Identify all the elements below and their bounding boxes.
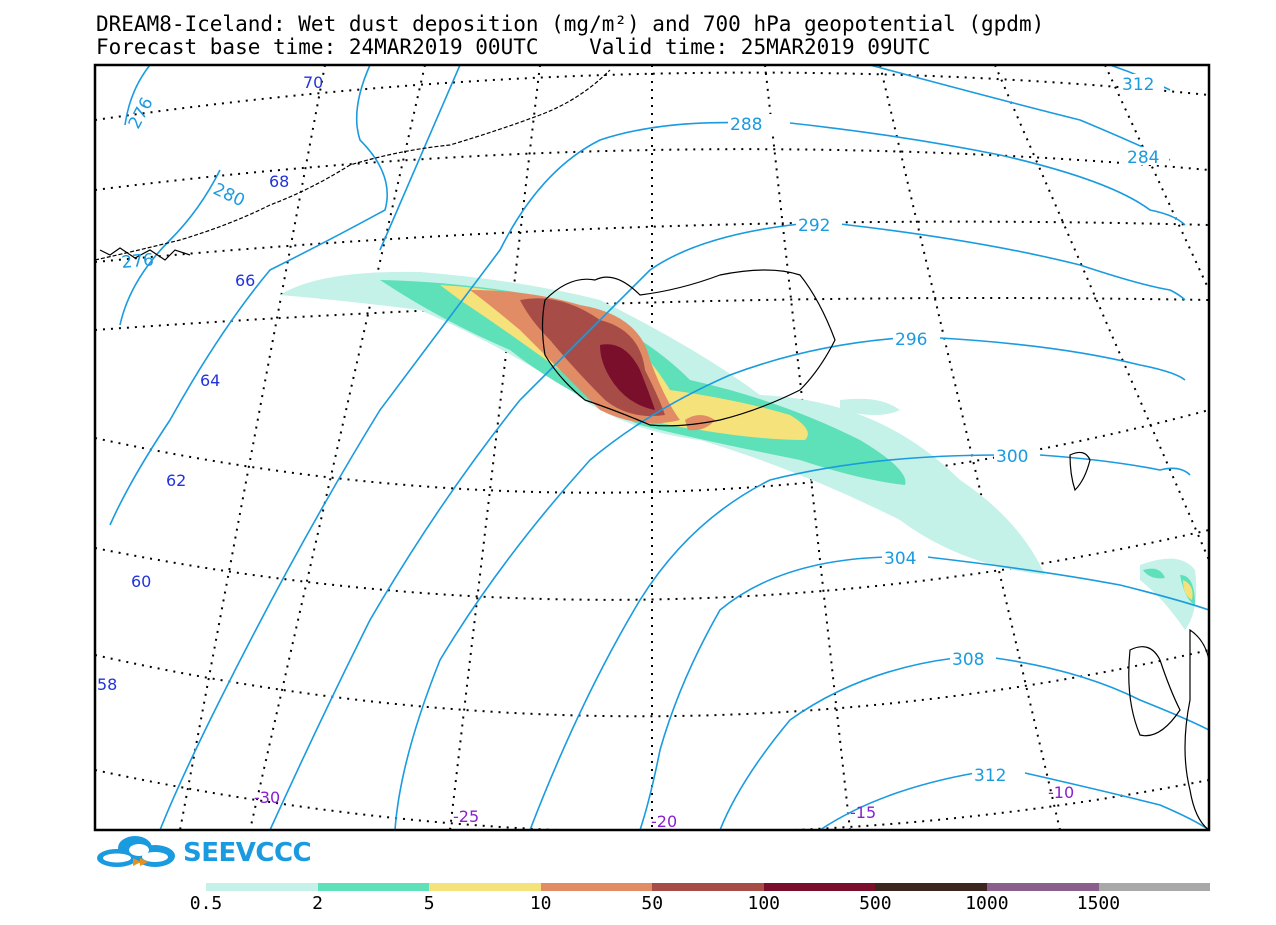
contour-label: 284 bbox=[1127, 148, 1159, 168]
contour-label: 312 bbox=[974, 766, 1006, 786]
longitude-labels: -30 -25 -20 -15 -10 bbox=[254, 783, 1074, 831]
geopotential-contours bbox=[109, 65, 1209, 830]
longitude-label: -25 bbox=[453, 807, 479, 826]
latitude-label: 58 bbox=[97, 675, 117, 694]
latitude-labels: 70 68 66 64 62 60 58 bbox=[97, 73, 323, 694]
contour-label: 308 bbox=[952, 650, 984, 670]
longitude-label: -30 bbox=[254, 788, 280, 807]
legend-swatch bbox=[206, 883, 318, 891]
legend-label: 0.5 bbox=[189, 893, 223, 914]
contour-label: 300 bbox=[996, 447, 1028, 467]
latitude-label: 60 bbox=[131, 572, 151, 591]
legend-label: 1000 bbox=[965, 893, 1009, 914]
legend-swatch bbox=[429, 883, 541, 891]
latitude-label: 62 bbox=[166, 471, 186, 490]
contour-label: 288 bbox=[730, 115, 762, 135]
legend-label: 500 bbox=[859, 893, 892, 914]
legend-label: 5 bbox=[423, 893, 435, 914]
legend-swatch bbox=[763, 883, 876, 891]
seevccc-logo bbox=[97, 836, 175, 867]
contour-label: 276 bbox=[121, 250, 155, 273]
latitude-lines bbox=[95, 71, 1209, 830]
legend-swatch bbox=[875, 883, 987, 891]
dust-deposition-field bbox=[280, 271, 1197, 630]
map-frame bbox=[93, 63, 1211, 832]
cloud-icon bbox=[97, 836, 175, 867]
legend-swatch bbox=[1098, 883, 1211, 891]
latitude-label: 70 bbox=[303, 73, 323, 92]
contour-label: 304 bbox=[884, 549, 916, 569]
legend-label: 100 bbox=[747, 893, 781, 914]
contour-label: 312 bbox=[1122, 75, 1154, 95]
longitude-label: -10 bbox=[1048, 783, 1074, 802]
longitude-label: -15 bbox=[850, 803, 876, 822]
legend-colorbar bbox=[206, 883, 1211, 891]
latitude-label: 64 bbox=[200, 371, 220, 390]
legend-swatch bbox=[986, 883, 1099, 891]
map-title: DREAM8-Iceland: Wet dust deposition (mg/… bbox=[96, 12, 1045, 36]
legend-label: 50 bbox=[641, 893, 664, 914]
legend-swatch bbox=[540, 883, 653, 891]
legend-label: 1500 bbox=[1076, 893, 1121, 914]
latitude-label: 68 bbox=[269, 172, 289, 191]
contour-label: 292 bbox=[798, 216, 830, 236]
logo-text: SEEVCCC bbox=[183, 838, 312, 868]
longitude-label: -20 bbox=[651, 812, 677, 831]
legend-label: 10 bbox=[529, 893, 552, 914]
legend-label: 2 bbox=[312, 893, 323, 914]
legend-swatch bbox=[317, 883, 430, 891]
legend-swatch bbox=[652, 883, 764, 891]
latitude-label: 66 bbox=[235, 271, 255, 290]
map-subtitle: Forecast base time: 24MAR2019 00UTC Vali… bbox=[96, 35, 931, 59]
contour-label: 296 bbox=[895, 330, 927, 350]
coastlines bbox=[95, 69, 1209, 830]
